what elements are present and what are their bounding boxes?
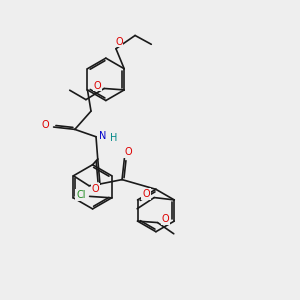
Text: O: O — [124, 147, 132, 157]
Text: O: O — [142, 189, 150, 199]
Text: O: O — [94, 80, 101, 91]
Text: Cl: Cl — [76, 190, 86, 200]
Text: O: O — [42, 120, 49, 130]
Text: O: O — [92, 184, 99, 194]
Text: O: O — [115, 37, 123, 46]
Text: N: N — [99, 130, 106, 141]
Text: H: H — [110, 133, 117, 143]
Text: O: O — [162, 214, 169, 224]
